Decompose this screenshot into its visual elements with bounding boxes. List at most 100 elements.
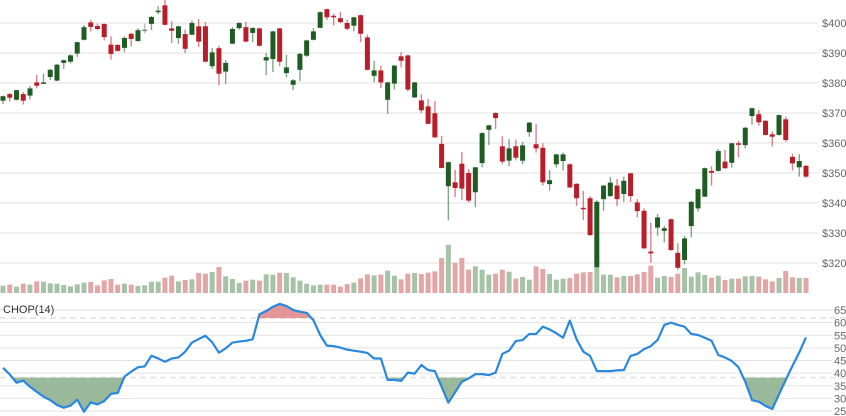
- candle-body: [391, 65, 397, 84]
- volume-bar: [601, 274, 607, 293]
- candle: [256, 27, 262, 47]
- volume-bar: [115, 284, 121, 293]
- candle: [567, 163, 573, 188]
- candle: [101, 23, 107, 41]
- candle-body: [162, 5, 168, 25]
- volume-bar: [641, 272, 647, 293]
- volume-bar: [229, 279, 235, 293]
- candle-body: [709, 170, 715, 173]
- candle-body: [277, 28, 283, 62]
- volume-bar: [297, 280, 303, 293]
- candle: [162, 0, 168, 26]
- candle-body: [661, 228, 667, 231]
- candle: [304, 39, 310, 57]
- candle: [263, 53, 269, 76]
- candle: [20, 92, 26, 105]
- candle: [344, 19, 350, 31]
- candle: [763, 120, 769, 136]
- candle: [189, 20, 195, 36]
- candle: [236, 22, 242, 30]
- candle: [790, 153, 796, 171]
- candle-body: [553, 154, 559, 165]
- volume-bar: [54, 283, 60, 293]
- candle: [283, 54, 289, 78]
- candle: [520, 141, 526, 165]
- candle: [493, 112, 499, 129]
- candle: [196, 19, 202, 47]
- candle-body: [250, 28, 256, 33]
- candle-body: [310, 31, 316, 40]
- volume-bar: [567, 278, 573, 293]
- volume-bar: [27, 284, 33, 293]
- candle-body: [101, 23, 107, 38]
- volume-bar: [310, 285, 316, 293]
- candle: [27, 86, 33, 100]
- price-axis: $320 $330 $340 $350 $360 $370 $380 $390 $400: [822, 18, 846, 270]
- volume-bar: [560, 278, 566, 293]
- candle: [506, 139, 512, 167]
- candle-body: [715, 151, 721, 171]
- candle-body: [412, 82, 418, 98]
- candle-body: [13, 90, 19, 100]
- candles: [0, 0, 809, 270]
- volume-bar: [243, 280, 249, 293]
- volume-bar: [459, 258, 465, 293]
- candle: [317, 11, 323, 29]
- chop-tick-label: 35: [834, 381, 846, 393]
- chop-line-group: [2, 302, 808, 413]
- volume-bar: [594, 267, 600, 293]
- candle: [648, 222, 654, 263]
- candle: [439, 135, 445, 169]
- candle: [466, 169, 472, 203]
- price-tick-label: $370: [822, 108, 846, 120]
- volume-bar: [486, 274, 492, 293]
- candle: [358, 14, 364, 43]
- candle-body: [601, 185, 607, 200]
- volume-bar: [324, 284, 330, 293]
- candle: [142, 23, 148, 34]
- candle: [202, 22, 208, 63]
- candle-body: [378, 70, 384, 83]
- candle-body: [513, 146, 519, 158]
- volume-bar: [74, 284, 80, 293]
- candle-body: [641, 210, 647, 249]
- candle-body: [74, 42, 80, 54]
- candle-body: [121, 38, 127, 48]
- volume-bar: [13, 286, 19, 293]
- volume-bar: [634, 274, 640, 293]
- candle-body: [34, 82, 40, 86]
- candle-body: [364, 37, 370, 70]
- volume-bar: [290, 277, 296, 293]
- volume-bar: [182, 280, 188, 293]
- volume-bar: [796, 278, 802, 293]
- candle-body: [351, 17, 357, 26]
- candle-body: [67, 55, 73, 62]
- volume-bar: [790, 277, 796, 293]
- price-grid: [0, 22, 818, 264]
- candle-body: [459, 163, 465, 189]
- volume-bar: [803, 278, 809, 293]
- candle-body: [655, 217, 661, 228]
- chop-line: [2, 302, 808, 413]
- volume-bar: [344, 284, 350, 293]
- candle: [486, 124, 492, 146]
- candle-body: [20, 94, 26, 101]
- candle: [40, 73, 46, 85]
- volume-bar: [776, 278, 782, 293]
- candle: [749, 107, 755, 125]
- candle: [310, 28, 316, 41]
- candle: [13, 89, 19, 101]
- candle: [574, 183, 580, 206]
- candle: [54, 64, 60, 82]
- candle-body: [722, 161, 728, 169]
- candle: [418, 94, 424, 113]
- volume-bar: [371, 275, 377, 293]
- candle-body: [128, 33, 134, 39]
- volume-bar: [277, 272, 283, 293]
- volume-bar: [432, 271, 438, 293]
- volume-bar: [472, 266, 478, 293]
- candle: [695, 188, 701, 212]
- candle: [243, 21, 249, 43]
- candle-body: [371, 70, 377, 76]
- volume-bar: [20, 283, 26, 293]
